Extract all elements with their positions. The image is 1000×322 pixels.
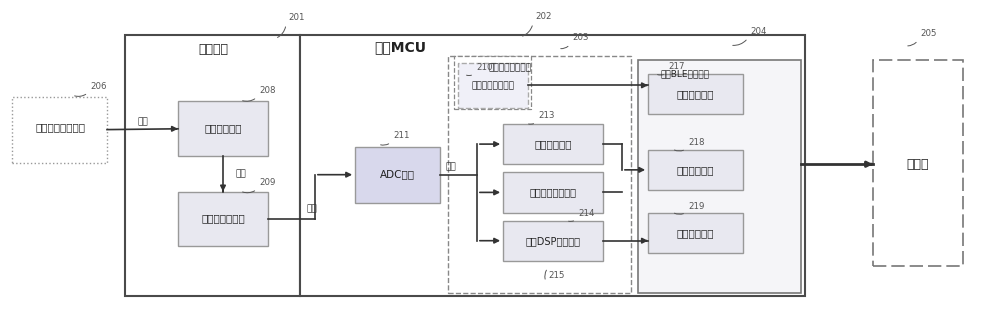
Text: 数据处理分析电路: 数据处理分析电路: [488, 63, 532, 72]
Text: 心率数据接口: 心率数据接口: [676, 165, 714, 175]
Text: 上位机: 上位机: [907, 158, 929, 171]
Text: 主控MCU: 主控MCU: [374, 41, 426, 55]
Text: 210: 210: [476, 63, 492, 72]
Text: 仪表放大电路: 仪表放大电路: [204, 123, 242, 133]
Text: 213: 213: [538, 111, 554, 120]
Text: 设备信息接口: 设备信息接口: [676, 89, 714, 99]
Bar: [638, 60, 801, 293]
Text: 218: 218: [688, 138, 704, 147]
Bar: [503, 221, 603, 261]
Bar: [12, 97, 107, 163]
Bar: [454, 56, 531, 109]
Bar: [503, 124, 603, 164]
Text: 数据存储电路: 数据存储电路: [534, 139, 572, 149]
Text: 放大与滤波电路: 放大与滤波电路: [201, 213, 245, 223]
Text: 数据: 数据: [445, 162, 456, 171]
Text: 心电数据接口: 心电数据接口: [676, 228, 714, 238]
Text: 心率监测算法电路: 心率监测算法电路: [530, 187, 576, 198]
Text: 202: 202: [535, 12, 552, 21]
Bar: [355, 147, 440, 203]
Text: ADC接口: ADC接口: [380, 169, 415, 179]
Text: 206: 206: [90, 82, 106, 91]
Text: 201: 201: [288, 13, 304, 22]
Bar: [648, 150, 743, 190]
Text: 205: 205: [920, 29, 936, 38]
Text: 设备信息存储电路: 设备信息存储电路: [472, 82, 514, 91]
Text: 信号: 信号: [137, 117, 148, 126]
Bar: [648, 74, 743, 114]
Text: 信号: 信号: [307, 205, 317, 214]
Text: 208: 208: [259, 86, 276, 95]
Text: 219: 219: [688, 202, 704, 211]
Bar: [873, 60, 963, 266]
Text: 心电DSP算法电路: 心电DSP算法电路: [526, 236, 580, 246]
Bar: [503, 172, 603, 213]
Text: 模拟部分: 模拟部分: [198, 43, 228, 56]
Text: 204: 204: [750, 27, 767, 36]
Bar: [648, 213, 743, 253]
Text: 203: 203: [572, 33, 588, 43]
Bar: [448, 56, 631, 293]
Text: 214: 214: [578, 209, 594, 218]
Bar: [300, 35, 805, 296]
Bar: [125, 35, 300, 296]
Text: 215: 215: [548, 271, 564, 280]
Text: 蓝牙BLE通信部分: 蓝牙BLE通信部分: [660, 69, 710, 78]
Bar: [178, 101, 268, 156]
Bar: [178, 192, 268, 246]
Text: 211: 211: [393, 131, 410, 140]
Text: 209: 209: [259, 178, 275, 187]
Bar: [458, 63, 528, 108]
Text: 217: 217: [668, 62, 684, 71]
Text: 信号: 信号: [235, 169, 246, 178]
Text: 电子裘皮心电电极: 电子裘皮心电电极: [35, 122, 85, 132]
